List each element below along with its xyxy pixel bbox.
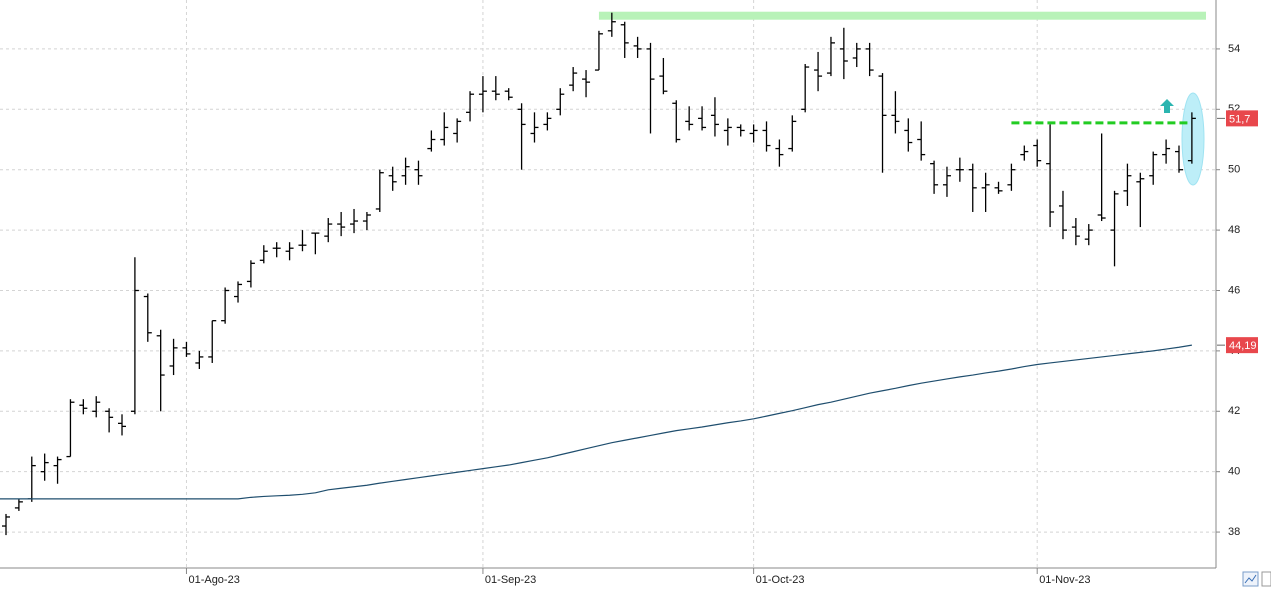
y-tick-label: 38 (1228, 526, 1240, 538)
zoom-icon (1244, 574, 1257, 584)
y-tick-label: 40 (1228, 466, 1240, 478)
y-tick-label: 48 (1228, 224, 1240, 236)
x-tick-label: 01-Nov-23 (1039, 574, 1090, 586)
price-tag (1226, 337, 1258, 354)
highlight-ellipse (1181, 92, 1205, 186)
price-tag-label: 51,7 (1229, 113, 1250, 125)
resistance-band (598, 11, 1206, 20)
axes: 38404244464850525401-Ago-2301-Sep-2301-O… (185, 43, 1258, 586)
scroll-button[interactable] (1261, 571, 1271, 587)
up-arrow (1160, 99, 1174, 113)
plot (0, 11, 1206, 536)
y-tick-label: 54 (1228, 43, 1240, 55)
y-tick-label: 46 (1228, 284, 1240, 296)
grid (0, 0, 1216, 568)
x-tick-label: 01-Sep-23 (485, 574, 536, 586)
moving-average (0, 344, 1192, 500)
y-tick-label: 50 (1228, 164, 1240, 176)
y-tick-label: 42 (1228, 405, 1240, 417)
x-tick-label: 01-Oct-23 (756, 574, 805, 586)
price-tag-label: 44,19 (1229, 340, 1257, 352)
price-tag (1226, 110, 1258, 127)
x-tick-label: 01-Ago-23 (188, 574, 239, 586)
